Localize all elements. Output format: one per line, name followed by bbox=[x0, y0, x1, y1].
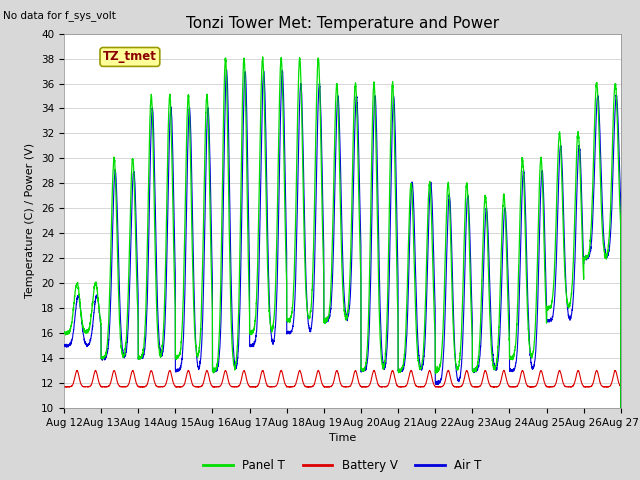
Y-axis label: Temperature (C) / Power (V): Temperature (C) / Power (V) bbox=[26, 143, 35, 299]
Text: TZ_tmet: TZ_tmet bbox=[103, 50, 157, 63]
X-axis label: Time: Time bbox=[329, 433, 356, 443]
Title: Tonzi Tower Met: Temperature and Power: Tonzi Tower Met: Temperature and Power bbox=[186, 16, 499, 31]
Legend: Panel T, Battery V, Air T: Panel T, Battery V, Air T bbox=[198, 455, 486, 477]
Text: No data for f_sys_volt: No data for f_sys_volt bbox=[3, 10, 116, 21]
